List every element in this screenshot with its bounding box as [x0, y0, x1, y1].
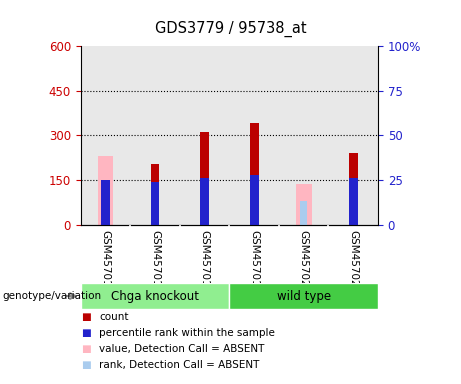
Bar	[200, 132, 209, 225]
Text: ■: ■	[81, 360, 90, 370]
Text: count: count	[99, 312, 129, 322]
Text: percentile rank within the sample: percentile rank within the sample	[99, 328, 275, 338]
Text: wild type: wild type	[277, 290, 331, 303]
Bar	[101, 180, 110, 225]
Text: value, Detection Call = ABSENT: value, Detection Call = ABSENT	[99, 344, 265, 354]
Text: ■: ■	[81, 312, 90, 322]
Bar	[229, 283, 378, 309]
Bar	[81, 283, 230, 309]
Text: ■: ■	[81, 328, 90, 338]
Bar	[349, 153, 358, 225]
Bar	[200, 178, 209, 225]
Text: rank, Detection Call = ABSENT: rank, Detection Call = ABSENT	[99, 360, 260, 370]
Text: GSM457020: GSM457020	[299, 230, 309, 293]
Bar	[349, 178, 358, 225]
Text: genotype/variation: genotype/variation	[2, 291, 101, 301]
Bar	[300, 202, 307, 225]
Text: GSM457016: GSM457016	[100, 230, 111, 293]
Text: GDS3779 / 95738_at: GDS3779 / 95738_at	[155, 21, 306, 37]
Bar	[250, 124, 259, 225]
Bar	[151, 182, 160, 225]
Text: Chga knockout: Chga knockout	[111, 290, 199, 303]
Text: GSM457017: GSM457017	[150, 230, 160, 293]
Bar	[296, 184, 312, 225]
Bar	[98, 156, 113, 225]
Text: GSM457019: GSM457019	[249, 230, 259, 293]
Text: GSM457021: GSM457021	[348, 230, 358, 293]
Text: GSM457018: GSM457018	[200, 230, 210, 293]
Text: ■: ■	[81, 344, 90, 354]
Bar	[151, 164, 160, 225]
Bar	[250, 175, 259, 225]
